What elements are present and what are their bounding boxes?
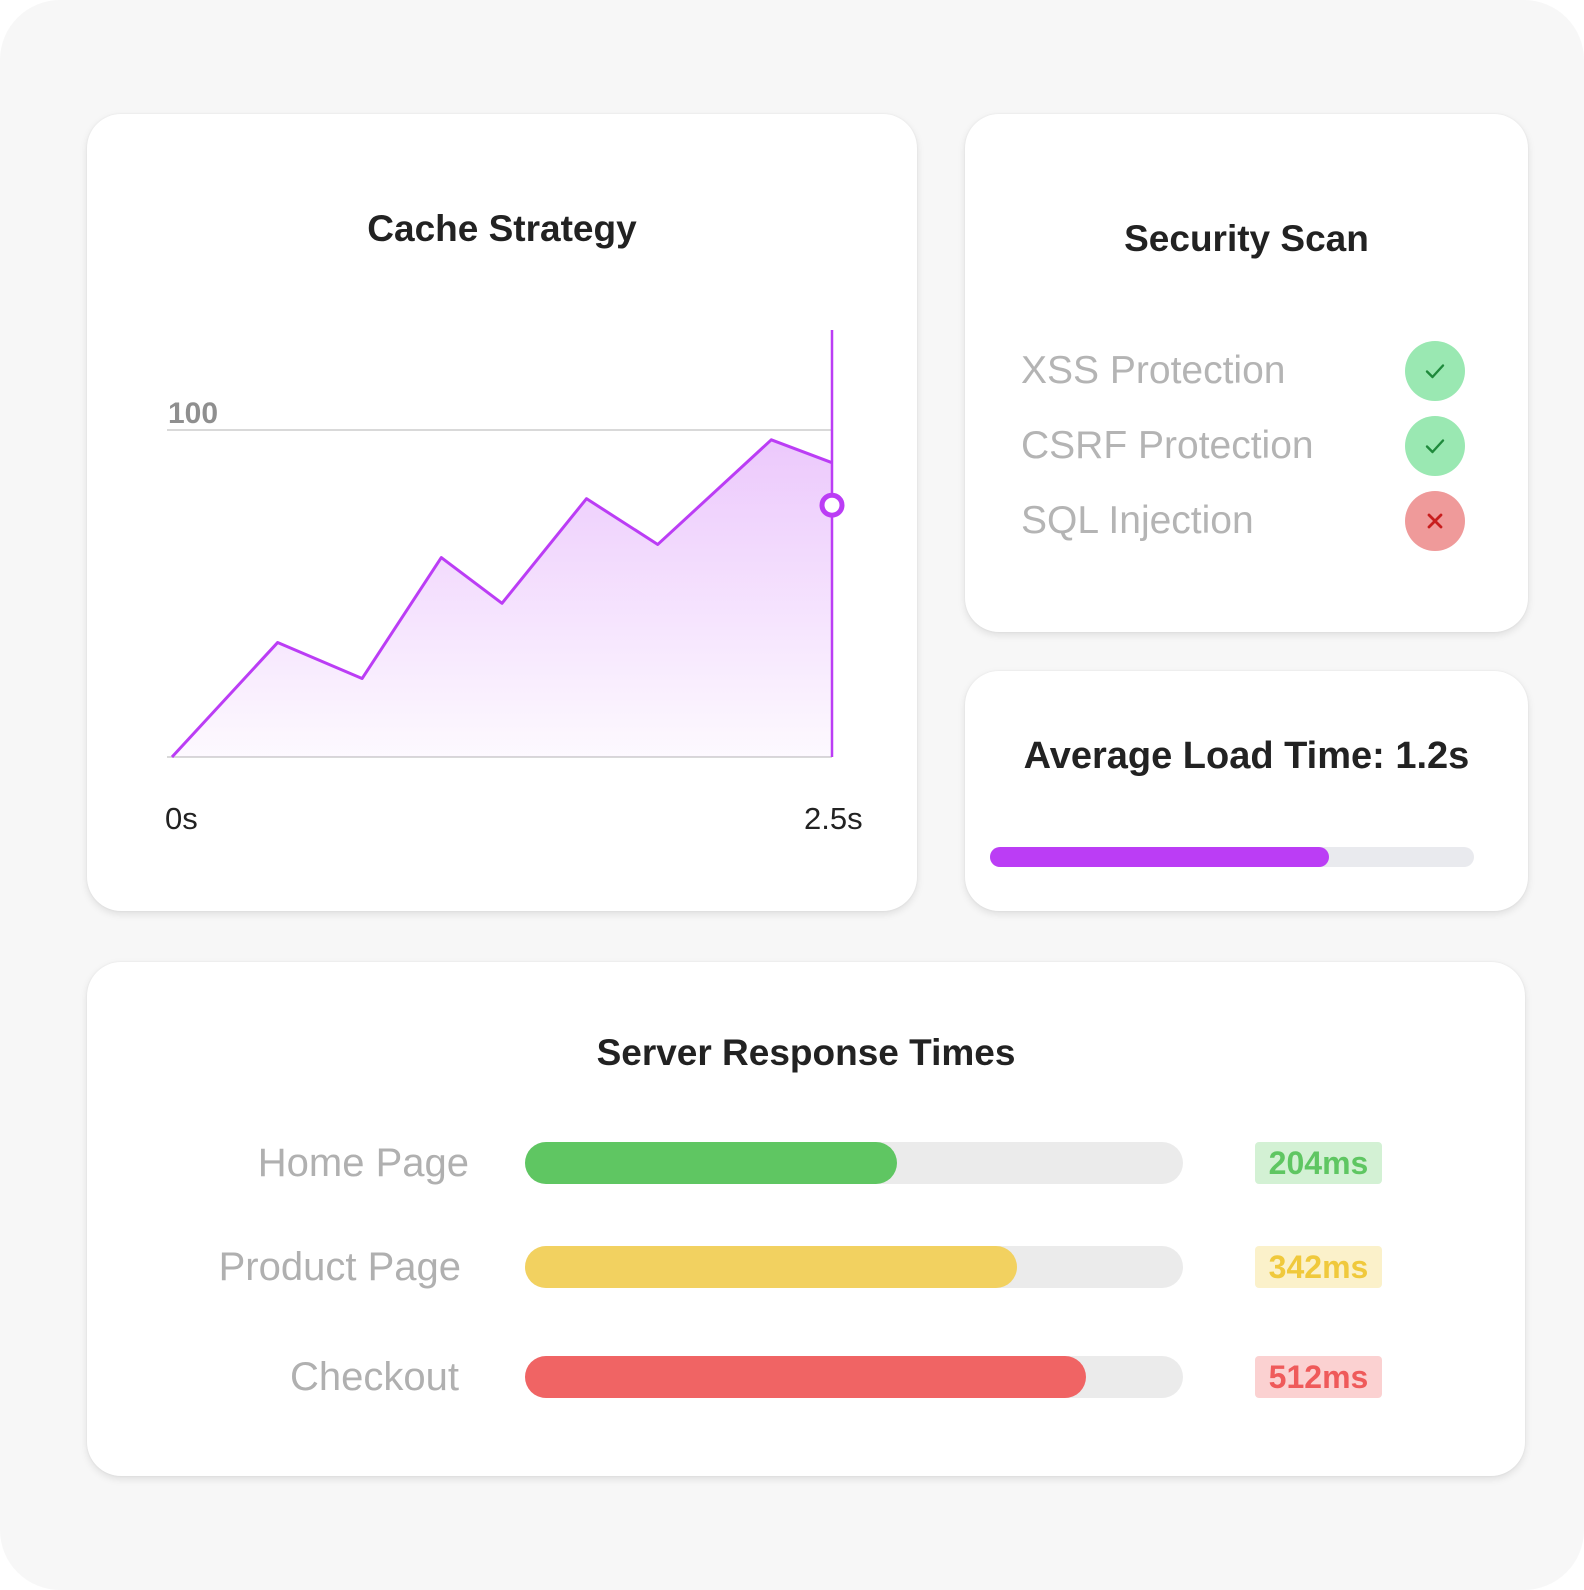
- server-bar-track: [525, 1142, 1183, 1184]
- check-icon: [1405, 416, 1465, 476]
- server-row-label: Home Page: [257, 1141, 469, 1185]
- security-scan-title: Security Scan: [1124, 218, 1369, 259]
- x-tick-label-start: 0s: [165, 801, 198, 836]
- x-tick-label-end: 2.5s: [804, 801, 863, 836]
- scan-item-label: XSS Protection: [1021, 349, 1286, 392]
- scan-item-csrf: CSRF Protection: [965, 416, 1528, 476]
- cache-strategy-card: Cache Strategy 100 0s 2.5s: [87, 114, 917, 911]
- server-value-badge: 204ms: [1255, 1142, 1382, 1184]
- chart-cursor-marker[interactable]: [819, 492, 845, 518]
- server-value-badge: 512ms: [1255, 1356, 1382, 1398]
- server-bar-track: [525, 1356, 1183, 1398]
- load-time-progress-track: [990, 847, 1474, 867]
- scan-item-label: CSRF Protection: [1021, 424, 1314, 467]
- x-icon: [1405, 491, 1465, 551]
- server-row-checkout: Checkout 512ms: [87, 1356, 1525, 1398]
- server-row-product: Product Page 342ms: [87, 1246, 1525, 1288]
- server-bar-fill: [525, 1142, 897, 1184]
- server-response-title: Server Response Times: [596, 1032, 1016, 1073]
- server-row-home: Home Page 204ms: [87, 1142, 1525, 1184]
- scan-item-xss: XSS Protection: [965, 341, 1528, 401]
- scan-item-label: SQL Injection: [1021, 499, 1254, 542]
- server-bar-track: [525, 1246, 1183, 1288]
- average-load-time-card: Average Load Time: 1.2s: [965, 671, 1528, 911]
- cache-strategy-chart: 100 0s 2.5s: [165, 330, 863, 836]
- server-value-badge: 342ms: [1255, 1246, 1382, 1288]
- y-tick-label-100: 100: [168, 397, 218, 430]
- server-bar-fill: [525, 1246, 1018, 1288]
- chart-area-fill: [172, 439, 832, 757]
- scan-item-sql: SQL Injection: [965, 491, 1528, 551]
- chart-series-line: [170, 438, 833, 759]
- cache-strategy-title: Cache Strategy: [367, 208, 637, 249]
- load-time-progress-fill: [990, 847, 1329, 867]
- server-response-card: Server Response Times Home Page 204ms Pr…: [87, 962, 1525, 1476]
- security-scan-card: Security Scan XSS Protection CSRF Protec…: [965, 114, 1528, 632]
- average-load-time-title: Average Load Time: 1.2s: [1023, 735, 1470, 777]
- server-row-label: Product Page: [218, 1245, 461, 1289]
- check-icon: [1405, 341, 1465, 401]
- server-row-label: Checkout: [290, 1355, 459, 1399]
- server-bar-fill: [525, 1356, 1086, 1398]
